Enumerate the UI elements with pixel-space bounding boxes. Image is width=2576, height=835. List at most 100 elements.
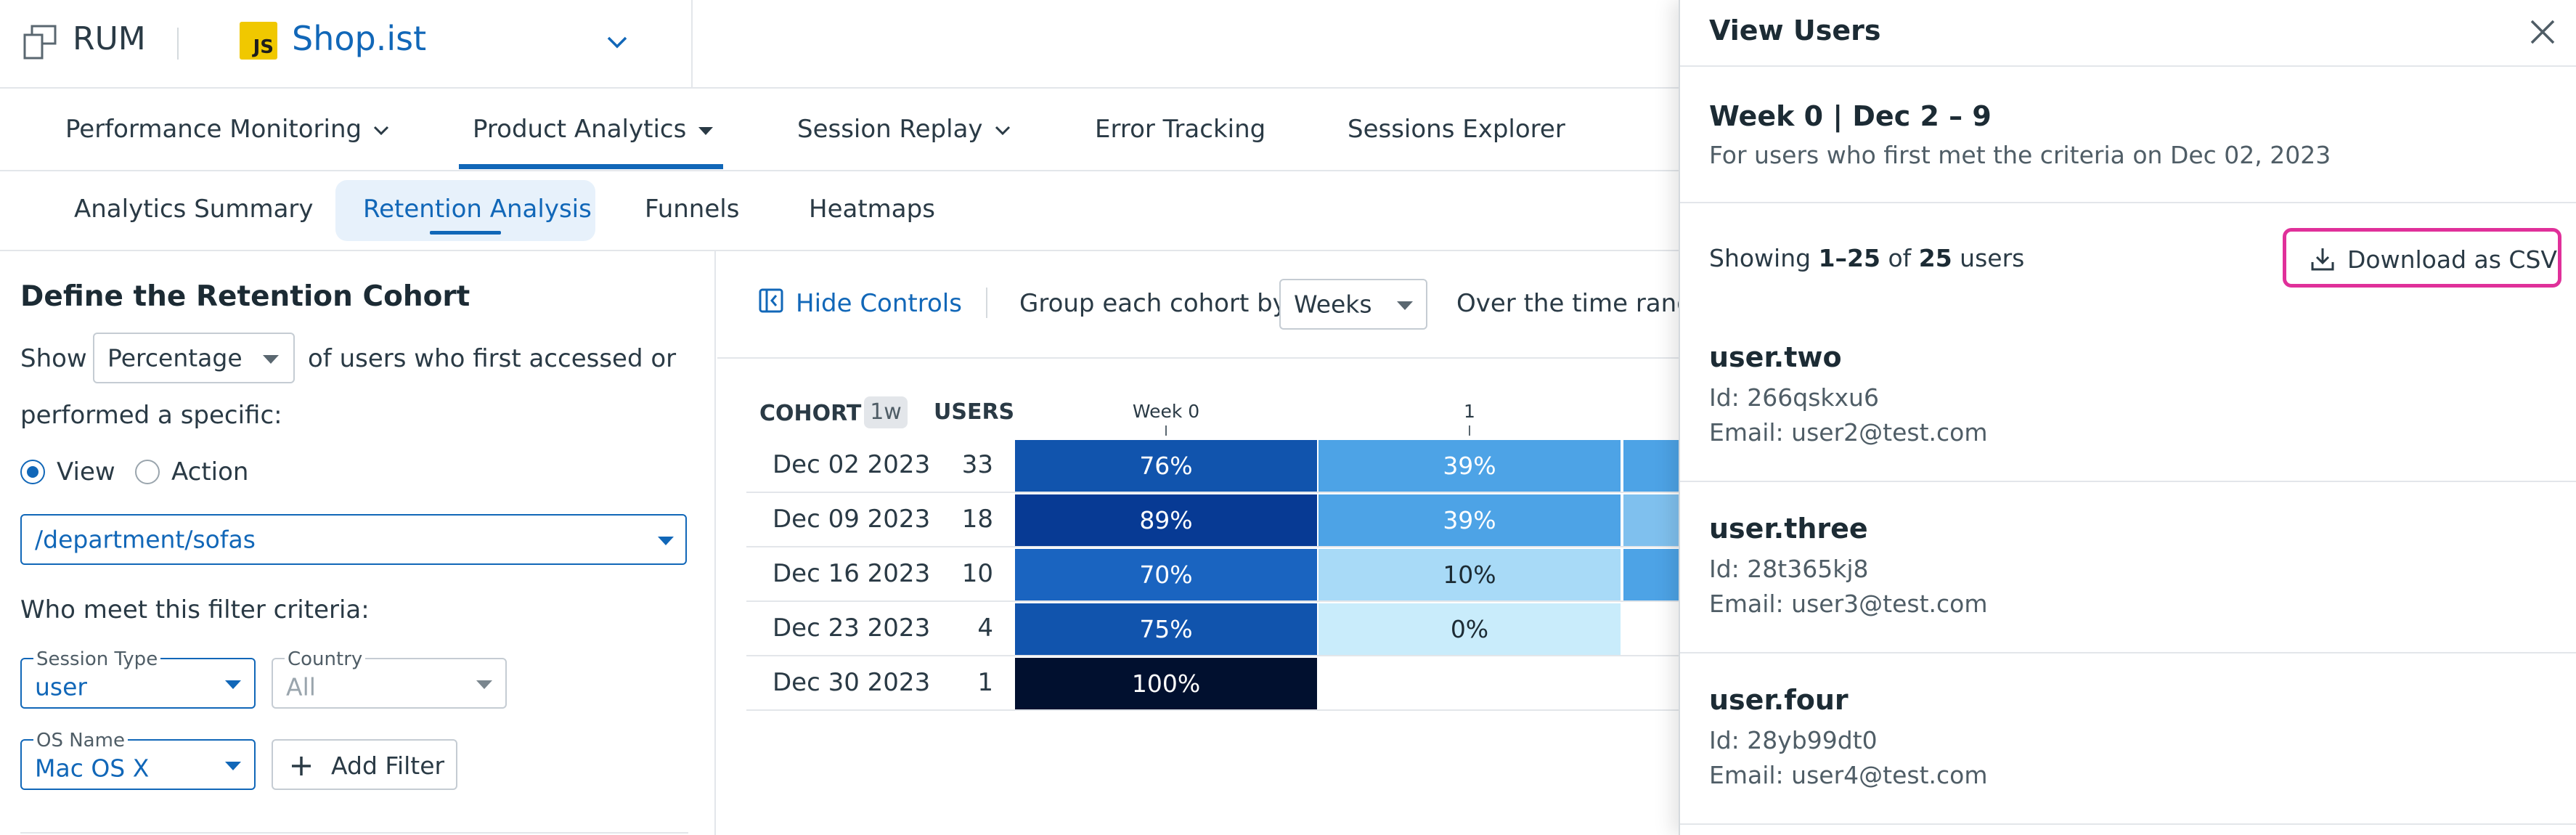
- measure-select-value: Percentage: [107, 343, 242, 372]
- chart-controls-bar: Hide Controls Group each cohort by: Week…: [717, 251, 1708, 359]
- user-name[interactable]: user.four: [1709, 684, 1849, 716]
- chevron-down-icon[interactable]: [603, 28, 632, 57]
- tab-funnels[interactable]: Funnels: [645, 195, 740, 224]
- group-by-label: Group each cohort by:: [1019, 289, 1294, 318]
- retention-cell[interactable]: 89%: [1015, 494, 1317, 546]
- results-prefix: Showing: [1709, 244, 1819, 272]
- results-suffix: users: [1952, 244, 2025, 272]
- retention-cell[interactable]: 76%: [1015, 440, 1317, 492]
- nav-product-analytics[interactable]: Product Analytics: [473, 115, 715, 144]
- tab-heatmaps[interactable]: Heatmaps: [809, 195, 935, 224]
- divider: [1680, 202, 2576, 203]
- cohort-definition-panel: Define the Retention Cohort Show Percent…: [0, 251, 716, 835]
- cohort-user-count: 33: [961, 450, 993, 479]
- user-email: Email: user4@test.com: [1709, 761, 1988, 789]
- retention-cell[interactable]: 70%: [1015, 549, 1317, 600]
- view-radio-label[interactable]: View: [57, 457, 115, 486]
- top-bar: RUM JS Shop.ist: [0, 0, 1679, 89]
- tab-retention-analysis[interactable]: Retention Analysis: [363, 195, 592, 224]
- cohort-date: Dec 30 2023: [773, 668, 931, 697]
- view-radio[interactable]: [20, 460, 45, 484]
- divider: [691, 0, 693, 87]
- retention-cell-partial[interactable]: [1623, 494, 1679, 546]
- retention-cell-partial[interactable]: [1623, 549, 1679, 600]
- add-filter-label: Add Filter: [331, 752, 445, 780]
- cohort-description: of users who first accessed or: [308, 344, 677, 373]
- download-csv-label: Download as CSV: [2347, 245, 2557, 274]
- session-type-label: Session Type: [33, 648, 161, 670]
- panel-title: View Users: [1709, 15, 1881, 46]
- nav-label: Product Analytics: [473, 115, 687, 144]
- measure-select[interactable]: Percentage: [93, 333, 295, 383]
- retention-cell[interactable]: 75%: [1015, 603, 1317, 655]
- os-name-value: Mac OS X: [35, 754, 150, 783]
- product-label[interactable]: RUM: [73, 20, 146, 57]
- caret-down-icon: [225, 680, 241, 689]
- retention-cell[interactable]: 39%: [1318, 440, 1621, 492]
- divider: [1680, 65, 2576, 67]
- user-id: Id: 28yb99dt0: [1709, 726, 1878, 754]
- group-by-select[interactable]: Weeks: [1279, 279, 1427, 330]
- application-name[interactable]: Shop.ist: [292, 19, 427, 58]
- user-name[interactable]: user.two: [1709, 341, 1842, 373]
- results-mid: of: [1880, 244, 1919, 272]
- cohort-description-line2: performed a specific:: [20, 401, 282, 430]
- country-select[interactable]: Country All: [272, 648, 507, 709]
- country-label: Country: [285, 648, 366, 670]
- nav-error-tracking[interactable]: Error Tracking: [1095, 115, 1265, 144]
- action-radio-label[interactable]: Action: [171, 457, 249, 486]
- tab-analytics-summary[interactable]: Analytics Summary: [74, 195, 314, 224]
- retention-cell-partial[interactable]: [1623, 440, 1679, 492]
- divider: [177, 28, 179, 60]
- retention-cell[interactable]: 0%: [1318, 603, 1621, 655]
- os-name-select[interactable]: OS Name Mac OS X: [20, 730, 256, 790]
- users-column-header: USERS: [934, 399, 1015, 425]
- user-name[interactable]: user.three: [1709, 513, 1868, 545]
- retention-chart-area: Hide Controls Group each cohort by: Week…: [717, 251, 1708, 835]
- nav-performance-monitoring[interactable]: Performance Monitoring: [65, 115, 391, 144]
- nav-session-replay[interactable]: Session Replay: [797, 115, 1012, 144]
- group-by-value: Weeks: [1294, 290, 1372, 319]
- action-radio[interactable]: [135, 460, 160, 484]
- close-icon[interactable]: [2528, 17, 2557, 46]
- time-range-label: Over the time range: [1456, 289, 1708, 318]
- session-type-value: user: [35, 672, 87, 701]
- panel-title: Define the Retention Cohort: [20, 280, 470, 313]
- row-divider: [746, 655, 1679, 656]
- active-nav-indicator: [459, 164, 723, 169]
- user-id: Id: 28t365kj8: [1709, 555, 1869, 583]
- retention-cell[interactable]: 39%: [1318, 494, 1621, 546]
- view-path-value: /department/sofas: [35, 525, 256, 554]
- hide-controls-button[interactable]: Hide Controls: [796, 289, 962, 318]
- nav-sessions-explorer[interactable]: Sessions Explorer: [1348, 115, 1565, 144]
- cohort-granularity-badge: 1w: [864, 396, 908, 428]
- retention-cell[interactable]: 100%: [1015, 658, 1317, 709]
- download-icon: [2311, 248, 2334, 271]
- view-path-select[interactable]: /department/sofas: [20, 514, 687, 565]
- cohort-user-count: 4: [977, 614, 993, 643]
- row-divider: [746, 492, 1679, 493]
- add-filter-button[interactable]: Add Filter: [272, 739, 457, 790]
- retention-cell[interactable]: 10%: [1318, 549, 1621, 600]
- caret-down-icon: [476, 680, 492, 689]
- cohort-user-count: 1: [977, 668, 993, 697]
- download-csv-button[interactable]: Download as CSV: [2283, 228, 2561, 288]
- os-name-label: OS Name: [33, 730, 128, 752]
- rum-icon[interactable]: [20, 22, 61, 62]
- cohort-column-header: COHORT: [759, 401, 862, 426]
- results-total: 25: [1918, 244, 1952, 272]
- cohort-week-title: Week 0 | Dec 2 – 9: [1709, 100, 1992, 132]
- active-tab-indicator: [430, 231, 501, 235]
- divider: [20, 832, 688, 834]
- week-header: Week 0: [1132, 401, 1200, 422]
- divider: [986, 288, 987, 318]
- caret-down-icon: [658, 537, 674, 545]
- sub-nav: Analytics Summary Retention Analysis Fun…: [0, 171, 1679, 251]
- collapse-panel-icon[interactable]: [758, 288, 784, 314]
- nav-label: Session Replay: [797, 115, 983, 144]
- divider: [1680, 823, 2576, 825]
- divider: [1680, 481, 2576, 482]
- axis-tick: [1469, 425, 1470, 436]
- results-count: Showing 1–25 of 25 users: [1709, 244, 2024, 272]
- session-type-select[interactable]: Session Type user: [20, 648, 256, 709]
